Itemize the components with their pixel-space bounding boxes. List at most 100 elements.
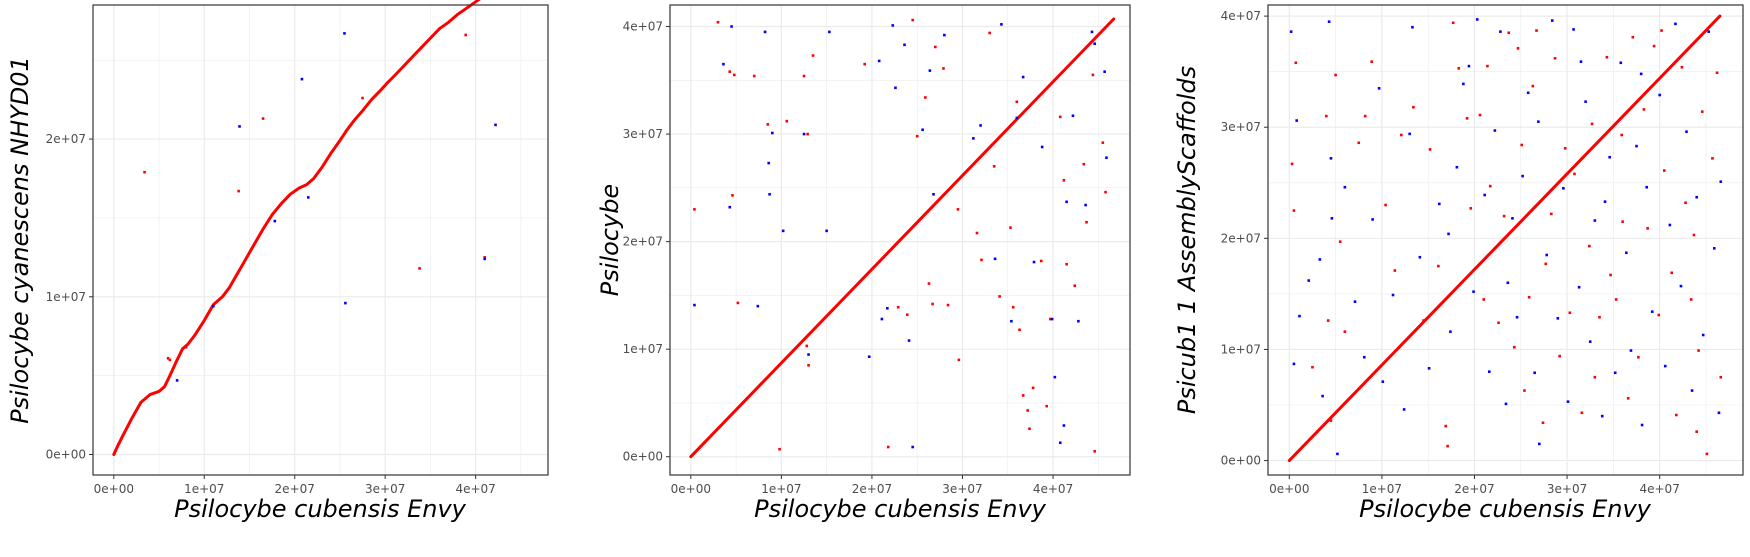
forward-match-point	[1512, 345, 1516, 349]
reverse-match-point	[1521, 174, 1524, 178]
alignment-diagonal-line	[689, 17, 1116, 459]
reverse-match-point	[1511, 217, 1514, 220]
forward-match-point	[464, 33, 467, 37]
reverse-match-point	[1588, 340, 1592, 343]
forward-match-point	[1558, 354, 1561, 358]
reverse-match-point	[238, 125, 241, 128]
reverse-match-point	[1645, 185, 1649, 189]
forward-match-point	[1292, 209, 1296, 212]
reverse-match-point	[1329, 157, 1333, 160]
y-axis-title: Psilocybe cyanescens NHYD01	[6, 56, 34, 424]
forward-match-point	[1631, 35, 1635, 39]
forward-match-point	[1085, 220, 1088, 224]
forward-match-point	[934, 45, 937, 49]
reverse-match-point	[1640, 423, 1644, 427]
reverse-match-point	[1084, 203, 1087, 207]
reverse-match-point	[928, 69, 932, 72]
reverse-match-point	[1062, 424, 1066, 427]
y-tick-label: 4e+07	[1221, 9, 1261, 23]
forward-match-point	[693, 208, 696, 211]
forward-match-point	[1626, 397, 1630, 400]
plot-border	[669, 4, 1131, 476]
forward-match-point	[1621, 220, 1624, 223]
reverse-match-point	[1391, 293, 1395, 297]
reverse-match-point	[1371, 218, 1374, 221]
forward-match-point	[1384, 203, 1387, 207]
y-tick-label: 0e+00	[623, 450, 663, 464]
reverse-match-point	[1566, 400, 1570, 403]
forward-match-point	[1104, 190, 1107, 194]
y-tick-label: 2e+07	[623, 235, 663, 249]
forward-match-point	[168, 358, 172, 362]
reverse-match-point	[483, 257, 486, 261]
reverse-match-point	[1462, 82, 1465, 86]
reverse-match-point	[1707, 30, 1711, 33]
forward-match-point	[1446, 444, 1449, 448]
reverse-match-point	[1071, 114, 1075, 118]
forward-match-point	[1697, 349, 1700, 352]
forward-match-point	[143, 170, 146, 174]
reverse-match-point	[802, 132, 806, 136]
forward-match-point	[1646, 227, 1649, 230]
reverse-match-point	[693, 303, 696, 307]
forward-match-point	[731, 194, 734, 197]
y-tick-label: 2e+07	[1221, 231, 1261, 245]
forward-match-point	[1550, 212, 1553, 216]
forward-match-point	[942, 67, 945, 70]
alignment-diagonal-line	[112, 0, 481, 456]
x-tick-label: 0e+00	[94, 482, 134, 496]
forward-match-point	[805, 344, 809, 348]
forward-match-point	[1590, 122, 1594, 126]
forward-match-point	[1680, 65, 1684, 69]
reverse-match-point	[1629, 349, 1633, 352]
forward-match-point	[1553, 57, 1557, 60]
reverse-match-point	[1065, 200, 1068, 204]
forward-match-point	[1393, 269, 1397, 272]
reverse-match-point	[1658, 93, 1661, 97]
reverse-match-point	[1701, 333, 1705, 337]
reverse-match-point	[763, 30, 767, 34]
reverse-match-point	[1504, 402, 1508, 406]
reverse-match-point	[344, 301, 347, 305]
reverse-match-point	[1318, 258, 1322, 261]
forward-match-point	[1593, 375, 1597, 379]
forward-match-point	[1652, 44, 1656, 48]
reverse-match-point	[1506, 281, 1510, 285]
forward-match-point	[166, 356, 170, 360]
y-axis-title: Psilocybe	[596, 184, 624, 296]
reverse-match-point	[1475, 18, 1479, 21]
forward-match-point	[1093, 450, 1096, 453]
forward-match-point	[1065, 262, 1068, 266]
reverse-match-point	[979, 124, 982, 127]
forward-match-point	[1329, 419, 1333, 422]
forward-match-point	[1294, 61, 1298, 65]
forward-match-point	[1437, 264, 1440, 268]
forward-match-point	[1695, 430, 1699, 433]
forward-match-point	[1605, 55, 1609, 59]
reverse-match-point	[1719, 180, 1723, 183]
reverse-match-point	[768, 192, 771, 196]
forward-match-point	[1541, 421, 1545, 425]
forward-match-point	[361, 96, 364, 100]
reverse-match-point	[1298, 314, 1301, 318]
forward-match-point	[1507, 31, 1511, 35]
reverse-match-point	[1537, 442, 1541, 446]
y-tick-label: 1e+07	[623, 342, 663, 356]
reverse-match-point	[1650, 310, 1654, 313]
reverse-match-point	[1668, 223, 1672, 227]
reverse-match-point	[1040, 145, 1044, 149]
reverse-match-point	[1015, 116, 1019, 120]
alignment-diagonal-line	[1287, 14, 1722, 463]
reverse-match-point	[1619, 61, 1623, 65]
forward-match-point	[1370, 60, 1374, 63]
reverse-match-point	[894, 86, 897, 90]
y-tick-label: 2e+07	[46, 132, 86, 146]
forward-match-point	[1428, 148, 1432, 151]
y-tick-label: 0e+00	[46, 447, 86, 461]
reverse-match-point	[1717, 411, 1721, 415]
reverse-match-point	[1058, 441, 1062, 445]
reverse-match-point	[1685, 130, 1688, 133]
forward-match-point	[1325, 114, 1328, 118]
plot-background	[1268, 5, 1743, 475]
